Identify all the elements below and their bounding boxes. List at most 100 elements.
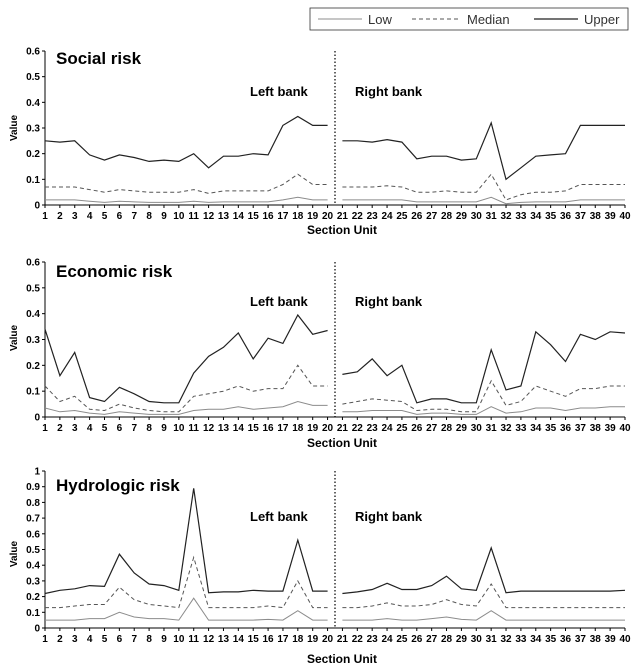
x-tick-label: 22 — [352, 423, 364, 434]
y-tick-label: 0 — [34, 413, 40, 424]
y-tick-label: 0.5 — [26, 72, 40, 83]
y-tick-label: 0.1 — [26, 387, 40, 398]
x-tick-label: 22 — [352, 211, 364, 222]
x-tick-label: 7 — [131, 634, 137, 645]
x-tick-label: 27 — [426, 634, 438, 645]
y-tick-label: 0.6 — [26, 529, 40, 540]
x-tick-label: 1 — [42, 634, 48, 645]
x-tick-label: 26 — [411, 634, 423, 645]
x-tick-label: 39 — [605, 423, 617, 434]
series-median-left-bank — [45, 555, 328, 609]
y-tick-label: 0.1 — [26, 175, 40, 186]
x-tick-label: 35 — [545, 211, 557, 222]
annotation-right-bank: Right bank — [355, 84, 423, 99]
x-tick-label: 16 — [263, 211, 275, 222]
x-tick-label: 16 — [263, 634, 275, 645]
series-upper-left-bank — [44, 313, 328, 404]
series-median-left-bank — [45, 173, 328, 194]
x-tick-label: 13 — [218, 423, 230, 434]
series-median-right-bank — [342, 173, 625, 201]
x-tick-label: 34 — [530, 634, 542, 645]
y-tick-label: 0.2 — [26, 592, 40, 603]
legend-median-label: Median — [467, 12, 510, 27]
x-tick-label: 11 — [188, 423, 199, 434]
x-tick-label: 10 — [173, 634, 185, 645]
x-tick-label: 8 — [146, 211, 152, 222]
y-axis-label: Value — [9, 115, 20, 142]
x-tick-label: 13 — [218, 211, 230, 222]
x-tick-label: 12 — [203, 634, 215, 645]
x-tick-label: 5 — [102, 634, 108, 645]
x-tick-label: 19 — [307, 634, 319, 645]
x-tick-label: 4 — [87, 211, 93, 222]
x-ticks: 1 2 3 4 5 6 7 8 9 10 11 12 13 14 15 16 17 18 19 20 21 22 23 24 2… — [42, 205, 631, 222]
x-axis-label: Section Unit — [307, 652, 377, 666]
annotation-left-bank: Left bank — [250, 509, 309, 524]
series-median-left-bank — [44, 364, 328, 413]
x-tick-label: 27 — [426, 423, 438, 434]
series-upper-right-bank — [342, 330, 626, 404]
axes — [44, 262, 625, 418]
x-tick-label: 5 — [102, 423, 108, 434]
x-tick-label: 24 — [381, 211, 393, 222]
series-lines — [44, 313, 626, 415]
x-tick-label: 28 — [441, 423, 453, 434]
x-tick-label: 25 — [396, 211, 408, 222]
x-tick-label: 25 — [396, 423, 408, 434]
legend: Low Median Upper — [309, 7, 629, 31]
x-tick-label: 11 — [188, 211, 199, 222]
x-tick-label: 21 — [337, 211, 349, 222]
x-ticks: 1 2 3 4 5 6 7 8 9 10 11 12 13 14 15 16 17 18 19 20 21 22 23 24 2… — [42, 628, 631, 645]
x-tick-label: 31 — [486, 634, 498, 645]
panel-title: Economic risk — [56, 262, 173, 281]
y-tick-label: 0.4 — [26, 561, 40, 572]
x-tick-label: 26 — [411, 211, 423, 222]
y-tick-label: 0.3 — [26, 576, 40, 587]
x-tick-label: 8 — [146, 423, 152, 434]
x-tick-label: 20 — [322, 211, 334, 222]
x-tick-label: 37 — [575, 634, 587, 645]
series-low-left-bank — [44, 400, 328, 415]
x-tick-label: 17 — [277, 211, 289, 222]
x-tick-label: 39 — [605, 211, 617, 222]
y-axis-label: Value — [9, 325, 20, 352]
x-tick-label: 39 — [605, 634, 617, 645]
y-tick-label: 1 — [34, 467, 40, 478]
x-tick-label: 17 — [277, 634, 289, 645]
x-axis-label: Section Unit — [307, 223, 377, 237]
x-ticks: 1 2 3 4 5 6 7 8 9 10 11 12 13 14 15 16 17 18 19 20 21 22 23 24 2… — [42, 417, 631, 434]
x-axis-label: Section Unit — [307, 436, 377, 450]
x-tick-label: 3 — [72, 211, 78, 222]
x-tick-label: 9 — [161, 211, 167, 222]
x-tick-label: 23 — [367, 423, 379, 434]
x-tick-label: 28 — [441, 211, 453, 222]
series-low-left-bank — [45, 196, 328, 203]
x-tick-label: 14 — [233, 211, 245, 222]
y-tick-label: 0.6 — [26, 258, 40, 269]
y-axis-label: Value — [9, 541, 20, 568]
x-tick-label: 10 — [173, 423, 185, 434]
x-tick-label: 24 — [381, 423, 393, 434]
series-upper-right-bank — [342, 546, 626, 595]
legend-upper-label: Upper — [584, 12, 620, 27]
series-low-right-bank — [342, 196, 625, 205]
x-tick-label: 12 — [203, 423, 215, 434]
x-tick-label: 18 — [292, 634, 304, 645]
x-tick-label: 38 — [590, 211, 602, 222]
x-tick-label: 34 — [530, 423, 542, 434]
y-tick-label: 0.2 — [26, 149, 40, 160]
annotation-right-bank: Right bank — [355, 294, 423, 309]
x-tick-label: 7 — [131, 423, 137, 434]
annotation-right-bank: Right bank — [355, 509, 423, 524]
x-tick-label: 28 — [441, 634, 453, 645]
x-tick-label: 32 — [500, 423, 512, 434]
y-tick-label: 0 — [34, 624, 40, 635]
x-tick-label: 15 — [248, 423, 260, 434]
panel-title: Hydrologic risk — [56, 476, 180, 495]
y-tick-label: 0.9 — [26, 482, 40, 493]
x-tick-label: 2 — [57, 211, 63, 222]
x-tick-label: 29 — [456, 423, 468, 434]
y-ticks: 0 0.1 0.2 0.3 0.4 0.5 0.6 0.7 0.8 0.9 1 — [26, 467, 45, 635]
x-tick-label: 14 — [233, 423, 245, 434]
